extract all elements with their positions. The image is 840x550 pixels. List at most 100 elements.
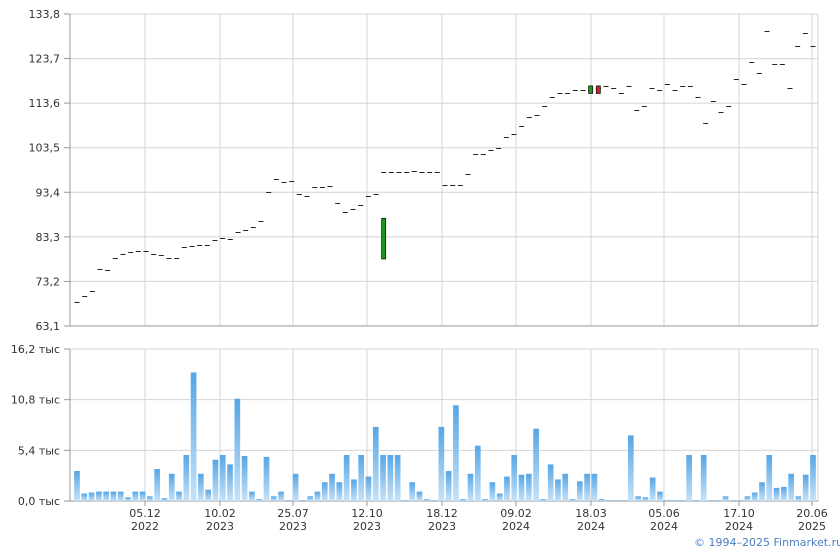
- volume-bar: [642, 497, 649, 501]
- volume-bar: [598, 499, 605, 501]
- volume-bar: [533, 428, 539, 501]
- volume-bar: [460, 499, 467, 501]
- volume-bar: [722, 496, 729, 501]
- volume-bar: [773, 487, 780, 501]
- volume-bar: [671, 500, 678, 501]
- volume-bar: [540, 499, 547, 501]
- volume-bar: [482, 499, 488, 501]
- price-candle: [381, 217, 387, 260]
- volume-bar: [263, 456, 270, 501]
- x-tick-year: 2022: [131, 520, 159, 533]
- volume-bar: [183, 455, 190, 501]
- volume-bar: [613, 500, 620, 501]
- volume-bar: [562, 473, 569, 501]
- volume-bar: [525, 473, 532, 501]
- price-grid: [69, 13, 819, 327]
- x-tick-date: 05.06: [648, 507, 680, 520]
- candle-series: [381, 85, 601, 260]
- volume-bar: [351, 479, 357, 501]
- volume-bar: [110, 491, 117, 501]
- volume-bar: [212, 459, 219, 501]
- volume-bar: [176, 491, 182, 501]
- volume-bar: [300, 500, 306, 501]
- volume-bar: [496, 493, 503, 501]
- volume-bar: [729, 500, 736, 501]
- volume-bar: [416, 491, 423, 501]
- volume-bar: [161, 498, 168, 501]
- volume-bar: [198, 473, 204, 501]
- volume-bar: [336, 482, 343, 501]
- price-tick-label: 73,2: [36, 275, 61, 288]
- volume-bar: [751, 492, 758, 501]
- price-y-axis: 133,8 123,7 113,6 103,5 93,4 83,3 73,2 63,1: [29, 8, 70, 333]
- price-tick-label: 63,1: [36, 320, 61, 333]
- volume-bar: [781, 486, 787, 501]
- volume-bar: [467, 473, 474, 501]
- volume-bar: [810, 455, 816, 501]
- volume-bar: [219, 455, 226, 501]
- volume-bar: [664, 500, 671, 501]
- volume-bar: [329, 473, 335, 501]
- volume-bar: [708, 500, 714, 501]
- volume-tick-label: 5,4 тыс: [18, 444, 60, 457]
- x-tick-year: 2024: [725, 520, 753, 533]
- volume-bar: [504, 476, 510, 501]
- volume-bar: [620, 500, 627, 501]
- volume-bar: [117, 491, 124, 501]
- volume-y-axis: 16,2 тыс 10,8 тыс 5,4 тыс 0,0 тыс: [11, 343, 70, 508]
- x-axis: 05.12202210.02202325.07202312.10202318.1…: [129, 501, 828, 533]
- price-candle: [588, 85, 594, 94]
- volume-bar: [125, 497, 131, 501]
- volume-bar: [802, 474, 809, 501]
- volume-bar: [547, 464, 554, 501]
- volume-bar: [168, 473, 175, 501]
- volume-bar: [314, 491, 321, 501]
- price-tick-label: 93,4: [36, 186, 61, 199]
- volume-bar: [74, 470, 80, 501]
- x-tick-year: 2023: [206, 520, 234, 533]
- volume-bar: [511, 455, 518, 501]
- volume-bar: [285, 500, 292, 501]
- volume-tick-label: 10,8 тыс: [11, 394, 60, 407]
- volume-bar: [154, 469, 161, 501]
- volume-bar: [693, 500, 700, 501]
- volume-bar: [423, 499, 430, 501]
- price-tick-label: 133,8: [29, 8, 61, 21]
- x-tick-year: 2023: [428, 520, 456, 533]
- x-tick-year: 2024: [650, 520, 678, 533]
- x-tick-date: 25.07: [277, 507, 309, 520]
- x-tick-date: 20.06: [796, 507, 828, 520]
- volume-bar: [343, 455, 350, 501]
- volume-bar: [474, 445, 481, 501]
- volume-bar: [591, 473, 598, 501]
- volume-tick-label: 16,2 тыс: [11, 343, 60, 356]
- volume-bar: [766, 455, 773, 501]
- volume-bar: [744, 496, 751, 501]
- volume-bar: [576, 481, 583, 501]
- volume-bar: [321, 482, 328, 501]
- volume-bar: [147, 496, 153, 501]
- x-tick-year: 2025: [798, 520, 826, 533]
- x-tick-year: 2023: [353, 520, 381, 533]
- volume-bar: [132, 491, 139, 501]
- volume-bar: [358, 455, 365, 501]
- volume-bar: [234, 398, 241, 501]
- volume-bar: [365, 476, 372, 501]
- volume-bar: [190, 372, 197, 501]
- volume-bar: [431, 500, 437, 501]
- volume-bar: [438, 426, 445, 501]
- volume-bar: [649, 477, 656, 501]
- x-tick-date: 18.12: [426, 507, 458, 520]
- volume-bar: [278, 491, 284, 501]
- volume-tick-label: 0,0 тыс: [18, 495, 60, 508]
- price-tick-label: 123,7: [29, 53, 61, 66]
- price-tick-label: 103,5: [29, 142, 61, 155]
- volume-bar: [256, 499, 263, 501]
- volume-bar: [737, 500, 743, 501]
- volume-bar: [387, 455, 394, 501]
- volume-bar: [489, 482, 496, 501]
- volume-bar: [788, 473, 794, 501]
- volume-bar: [307, 496, 314, 501]
- volume-bar: [88, 492, 95, 501]
